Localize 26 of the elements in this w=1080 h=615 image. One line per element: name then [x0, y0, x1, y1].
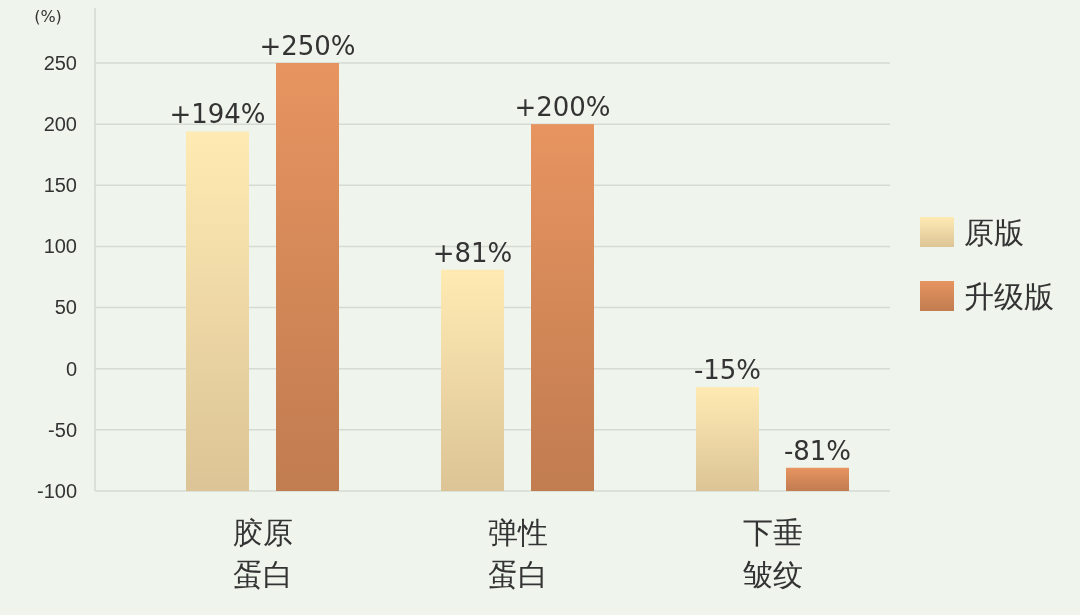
y-tick-label: 0: [65, 357, 77, 380]
x-tick-label: 胶原蛋白: [232, 515, 293, 592]
legend-label: 升级版: [964, 279, 1054, 314]
data-label: -15%: [693, 355, 762, 386]
legend-label: 原版: [964, 215, 1024, 250]
y-axis-title: (%): [34, 7, 62, 26]
y-tick-label: 200: [43, 113, 77, 136]
bar: [786, 467, 849, 491]
bar: [696, 387, 759, 491]
y-tick-label: 100: [43, 235, 77, 258]
bar: [276, 63, 339, 491]
bar: [186, 131, 249, 491]
x-tick-label: 下垂皱纹: [742, 515, 803, 592]
data-label: -81%: [783, 435, 852, 466]
data-label: +81%: [432, 237, 513, 268]
y-tick-label: 250: [43, 51, 77, 74]
bar: [531, 124, 594, 491]
y-tick-label: 150: [43, 174, 77, 197]
data-label: +194%: [169, 99, 266, 130]
y-tick-label: 50: [54, 296, 77, 319]
y-tick-label: -100: [36, 479, 77, 502]
bar: [441, 269, 504, 491]
x-tick-label: 弹性蛋白: [487, 515, 548, 592]
y-tick-label: -50: [48, 418, 77, 441]
data-label: +200%: [514, 92, 611, 123]
data-label: +250%: [259, 31, 356, 61]
